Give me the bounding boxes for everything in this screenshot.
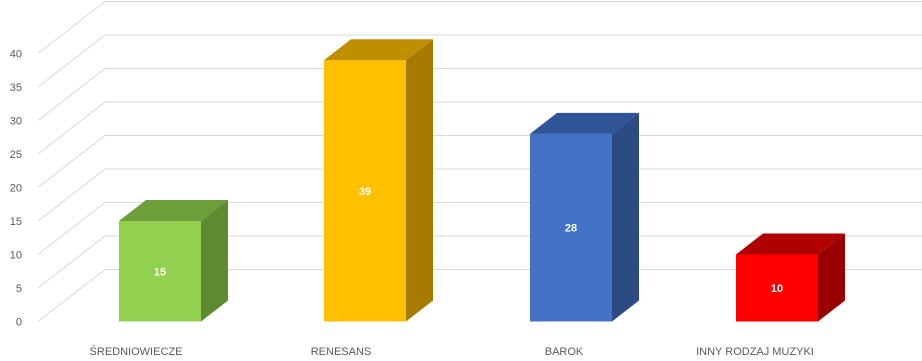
bar-front	[119, 221, 201, 322]
y-tick-label: 5	[16, 283, 22, 295]
y-tick-label: 10	[10, 250, 22, 262]
y-tick-label: 0	[16, 317, 22, 329]
bar: 10	[736, 233, 845, 322]
gridline	[37, 269, 922, 322]
bar-data-label: 39	[359, 186, 371, 198]
bar-top	[736, 233, 845, 255]
bar-side	[612, 112, 639, 322]
gridline	[37, 101, 922, 155]
y-tick-label: 40	[10, 49, 22, 61]
bar: 15	[119, 200, 228, 322]
gridline	[37, 1, 922, 54]
y-tick-label: 20	[10, 183, 22, 195]
gridline	[37, 168, 922, 222]
x-category-label: INNY RODZAJ MUZYKI	[696, 346, 814, 358]
y-axis-ticks: 0 5 10 15 20 25 30 35 40	[10, 49, 22, 329]
bar-data-label: 10	[771, 283, 783, 295]
bar-front	[530, 133, 612, 322]
gridline	[37, 34, 922, 88]
bar: 39	[324, 39, 433, 322]
y-tick-label: 30	[10, 116, 22, 128]
bar-data-label: 28	[565, 223, 577, 235]
gridline	[37, 135, 922, 188]
y-tick-label: 15	[10, 216, 22, 228]
x-axis-categories: ŚREDNIOWIECZE RENESANS BAROK INNY RODZAJ MU…	[90, 345, 814, 358]
bar-top	[119, 200, 228, 221]
bar-side	[201, 200, 228, 322]
x-category-label: BAROK	[545, 346, 584, 358]
bar-top	[324, 39, 433, 61]
bar-side	[818, 233, 845, 322]
gridlines	[37, 1, 922, 322]
bar: 28	[530, 112, 639, 322]
bars: 15 39 28 10	[119, 39, 845, 322]
gridline	[37, 68, 922, 121]
gridline	[37, 235, 922, 289]
gridline	[37, 202, 922, 255]
bar-front	[736, 254, 818, 322]
y-tick-label: 25	[10, 149, 22, 161]
x-category-label: ŚREDNIOWIECZE	[90, 345, 183, 358]
bar-data-label: 15	[154, 266, 166, 278]
bar-top	[530, 112, 639, 134]
y-tick-label: 35	[10, 82, 22, 94]
bar-side	[406, 39, 433, 322]
bar-front	[324, 60, 406, 322]
x-category-label: RENESANS	[311, 346, 372, 358]
